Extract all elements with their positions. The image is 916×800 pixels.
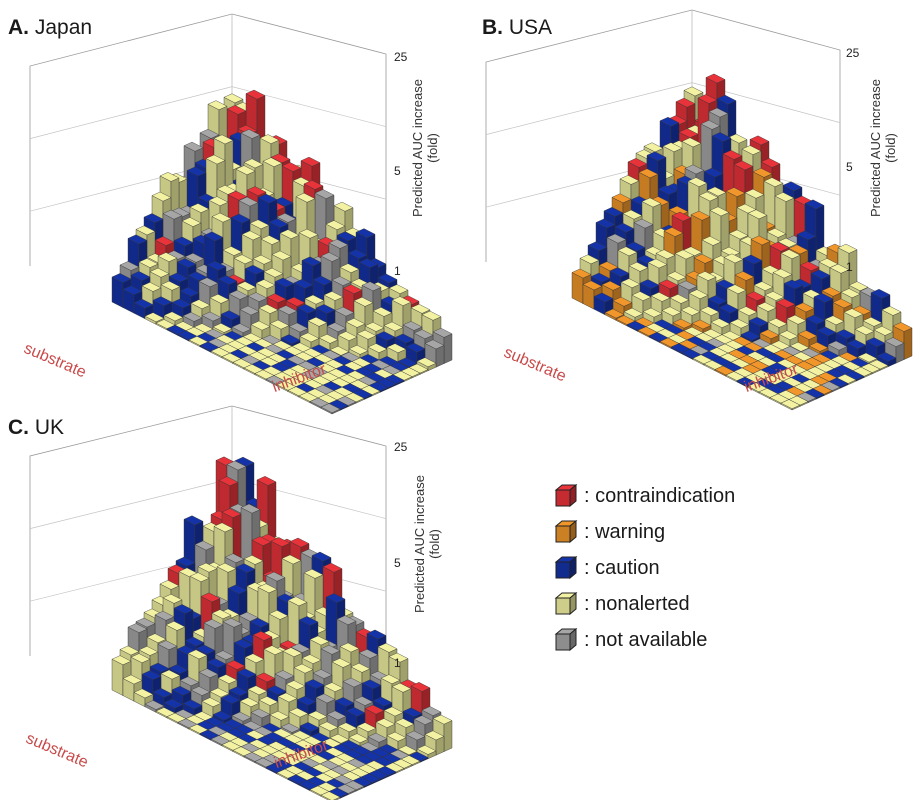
z-axis-label-line1: Predicted AUC increase — [412, 424, 427, 664]
panel-title: C. UK — [8, 416, 64, 440]
legend-item-contraindication: : contraindication — [552, 478, 735, 514]
z-axis-label-line2: (fold) — [883, 28, 898, 268]
legend-label: : contraindication — [584, 485, 735, 508]
legend-label: : warning — [584, 521, 665, 544]
z-axis-label-line2: (fold) — [425, 28, 440, 268]
z-tick-label: 25 — [846, 46, 859, 60]
z-tick-label: 5 — [394, 556, 401, 570]
z-tick-label: 1 — [846, 260, 853, 274]
z-tick-label: 1 — [394, 264, 401, 278]
panel-letter: B. — [482, 16, 503, 39]
legend-label: : not available — [584, 629, 707, 652]
z-axis-label-line1: Predicted AUC increase — [410, 28, 425, 268]
chart-japan — [0, 0, 440, 400]
legend: : contraindication : warning : caution :… — [552, 478, 735, 658]
panel-title: A. Japan — [8, 16, 92, 40]
z-axis-label-line1: Predicted AUC increase — [868, 28, 883, 268]
panel-usa: B. USA 25 5 1 Predicted AUC increase (fo… — [470, 0, 910, 400]
legend-item-not-available: : not available — [552, 622, 735, 658]
legend-item-nonalerted: : nonalerted — [552, 586, 735, 622]
panel-letter: C. — [8, 416, 29, 439]
chart-usa — [470, 0, 910, 400]
z-axis-label-line2: (fold) — [427, 424, 442, 664]
legend-cube-icon — [552, 554, 580, 582]
legend-cube-icon — [552, 590, 580, 618]
legend-cube-icon — [552, 482, 580, 510]
legend-item-warning: : warning — [552, 514, 735, 550]
legend-cube-icon — [552, 626, 580, 654]
z-axis-label: Predicted AUC increase (fold) — [868, 28, 898, 268]
z-axis-label: Predicted AUC increase (fold) — [412, 424, 442, 664]
legend-cube-icon — [552, 518, 580, 546]
z-tick-label: 25 — [394, 440, 407, 454]
panel-title: B. USA — [482, 16, 552, 40]
panel-letter: A. — [8, 16, 29, 39]
panel-uk: C. UK 25 5 1 Predicted AUC increase (fol… — [0, 400, 440, 800]
legend-label: : caution — [584, 557, 660, 580]
z-axis-label: Predicted AUC increase (fold) — [410, 28, 440, 268]
panel-country: UK — [35, 416, 64, 439]
legend-item-caution: : caution — [552, 550, 735, 586]
z-tick-label: 5 — [394, 164, 401, 178]
legend-label: : nonalerted — [584, 593, 690, 616]
z-tick-label: 5 — [846, 160, 853, 174]
chart-uk — [0, 400, 440, 800]
panel-japan: A. Japan 25 5 1 Predicted AUC increase (… — [0, 0, 440, 400]
panel-country: USA — [509, 16, 552, 39]
z-gridline — [30, 479, 386, 529]
panel-country: Japan — [35, 16, 92, 39]
z-tick-label: 1 — [394, 656, 401, 670]
z-tick-label: 25 — [394, 50, 407, 64]
